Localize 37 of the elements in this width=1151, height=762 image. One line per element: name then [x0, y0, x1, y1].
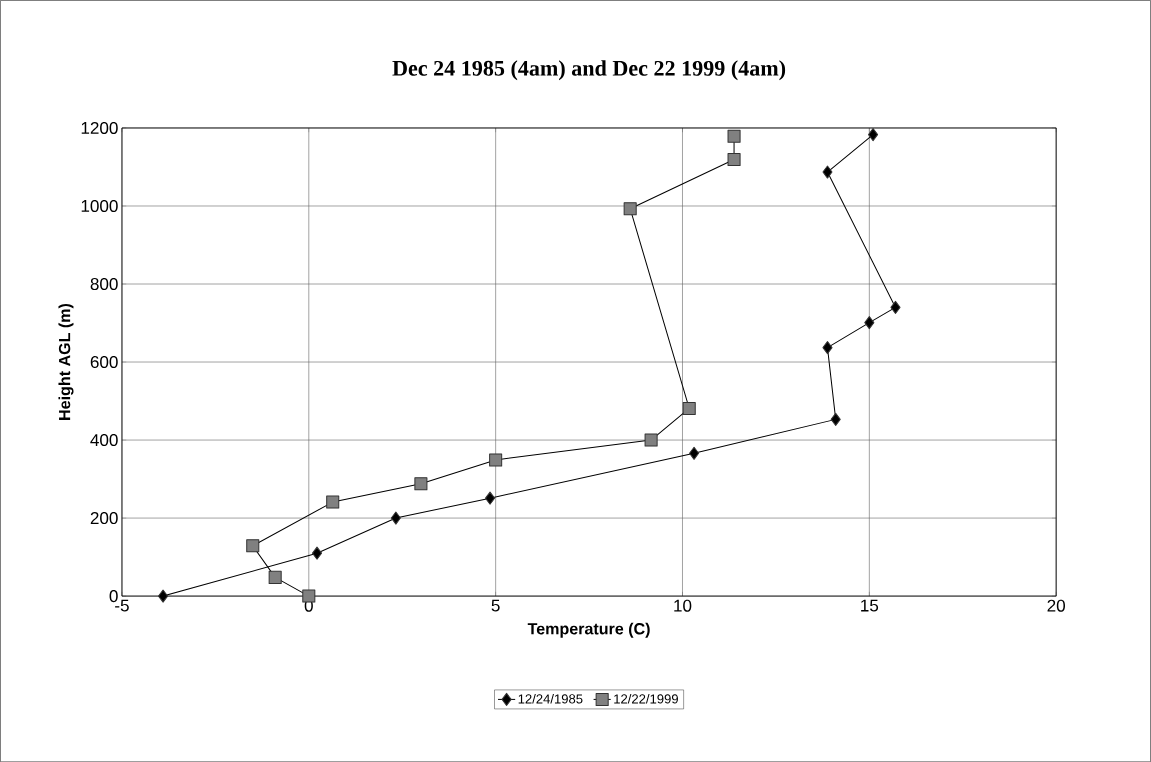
point — [689, 446, 700, 460]
chart-title: Dec 24 1985 (4am) and Dec 22 1999 (4am) — [392, 60, 786, 81]
point — [390, 511, 401, 525]
x-tick-label: 15 — [861, 599, 879, 612]
point — [158, 589, 169, 603]
point — [485, 491, 496, 505]
point — [822, 340, 833, 355]
x-tick-label: 20 — [1047, 599, 1066, 612]
y-tick-label: 200 — [90, 511, 118, 525]
point — [644, 433, 658, 447]
point — [623, 202, 637, 216]
point — [268, 570, 282, 584]
point — [727, 129, 741, 143]
legend-label: 12/22/1999 — [614, 693, 678, 704]
y-tick-label: 1000 — [81, 199, 118, 212]
y-tick-label: 1200 — [81, 121, 118, 134]
point — [489, 453, 503, 467]
point — [302, 589, 316, 603]
point — [890, 300, 901, 314]
x-tick-label: 5 — [491, 599, 500, 612]
legend-label: 12/24/1985 — [518, 693, 583, 704]
point — [246, 539, 260, 553]
y-tick-label: 800 — [90, 277, 118, 290]
point — [868, 127, 879, 142]
point — [682, 401, 696, 415]
point — [312, 546, 323, 560]
y-axis-title: Height AGL (m) — [58, 303, 74, 420]
point — [727, 152, 741, 166]
point — [830, 412, 841, 426]
y-tick-label: 600 — [90, 355, 118, 368]
y-tick-label: 400 — [90, 433, 118, 446]
x-axis-title: Temperature (C) — [527, 622, 650, 638]
point — [864, 315, 875, 330]
x-tick-label: 10 — [674, 599, 692, 612]
point — [822, 165, 833, 179]
point — [414, 477, 428, 491]
point — [326, 495, 340, 509]
